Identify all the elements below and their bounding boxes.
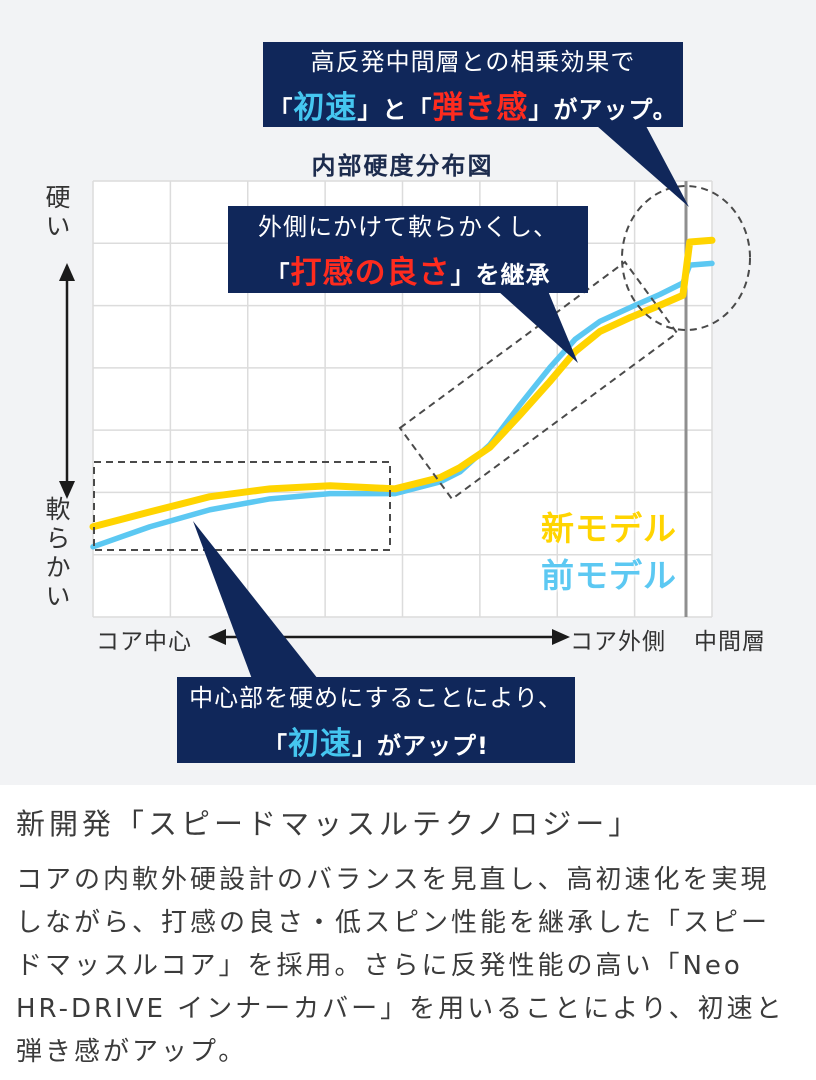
callout-text-line: 「打感の良さ」を継承 <box>228 247 588 292</box>
bracket-text: 「 <box>263 731 289 760</box>
suffix-text: 」がアップ。 <box>528 96 678 124</box>
legend-new-model: 新モデル <box>541 509 677 548</box>
y-axis-label-soft: 軟らかい <box>42 496 71 612</box>
speed-accent-text: 初速 <box>288 725 353 762</box>
suffix-text: 」がアップ! <box>352 731 489 760</box>
callout-text-line: 中心部を硬めにすることにより、 <box>189 683 563 712</box>
x-axis-arrow-left-icon <box>208 629 226 645</box>
feel-accent-text: 弾き感 <box>432 90 529 126</box>
x-axis-label-core-outer: コア外側 <box>570 629 666 655</box>
x-axis-label-core-center: コア中心 <box>96 629 192 655</box>
y-axis-arrow-down-icon <box>59 481 75 499</box>
suffix-text: 」を継承 <box>450 261 551 289</box>
description-heading: 新開発「スピードマッスルテクノロジー」 <box>16 807 642 841</box>
callout-text-line: 高反発中間層との相乗効果で <box>310 48 636 76</box>
bottom-callout-pointer <box>193 521 318 679</box>
bracket-text: 「 <box>268 96 294 124</box>
callout-text-line: 外側にかけて軟らかくし、 <box>258 213 558 241</box>
middle-callout-pointer <box>498 291 578 363</box>
feel-accent-text: 打感の良さ <box>290 255 451 291</box>
bracket-text: 「 <box>265 261 291 289</box>
mantle-dashed-ellipse <box>621 185 751 331</box>
series-lines <box>89 236 716 550</box>
callout-text-line: 「初速」と「弾き感」がアップ。 <box>263 82 683 127</box>
x-axis-label-mantle: 中間層 <box>694 629 766 655</box>
legend-previous-model: 前モデル <box>541 556 677 595</box>
outer-softness-callout: 外側にかけて軟らかくし、 「打感の良さ」を継承 <box>228 206 588 293</box>
hard-center-callout: 中心部を硬めにすることにより、 「初速」がアップ! <box>177 677 575 763</box>
speed-accent-text: 初速 <box>293 90 358 126</box>
mantle-synergy-callout: 高反発中間層との相乗効果で 「初速」と「弾き感」がアップ。 <box>263 42 683 127</box>
callout-pointers <box>193 126 689 679</box>
x-axis-arrow-right-icon <box>552 629 570 645</box>
description-panel: 新開発「スピードマッスルテクノロジー」 コアの内軟外硬設計のバランスを見直し、高… <box>0 785 816 1080</box>
y-axis-arrow-up-icon <box>59 263 75 281</box>
chart-title: 内部硬度分布図 <box>311 152 494 180</box>
hardness-chart-figure: 内部硬度分布図 硬い 軟らかい コア中心 コア外側 中間層 新モデル 前モデル … <box>42 42 766 763</box>
top-callout-pointer <box>597 126 689 207</box>
y-axis-label-hard: 硬い <box>42 184 71 242</box>
callout-text-line: 「初速」がアップ! <box>177 718 575 763</box>
description-body: コアの内軟外硬設計のバランスを見直し、高初速化を実現しながら、打感の良さ・低スピ… <box>16 865 785 1067</box>
core-center-dashed-box <box>93 461 391 551</box>
connector-text: 」と「 <box>357 96 433 124</box>
